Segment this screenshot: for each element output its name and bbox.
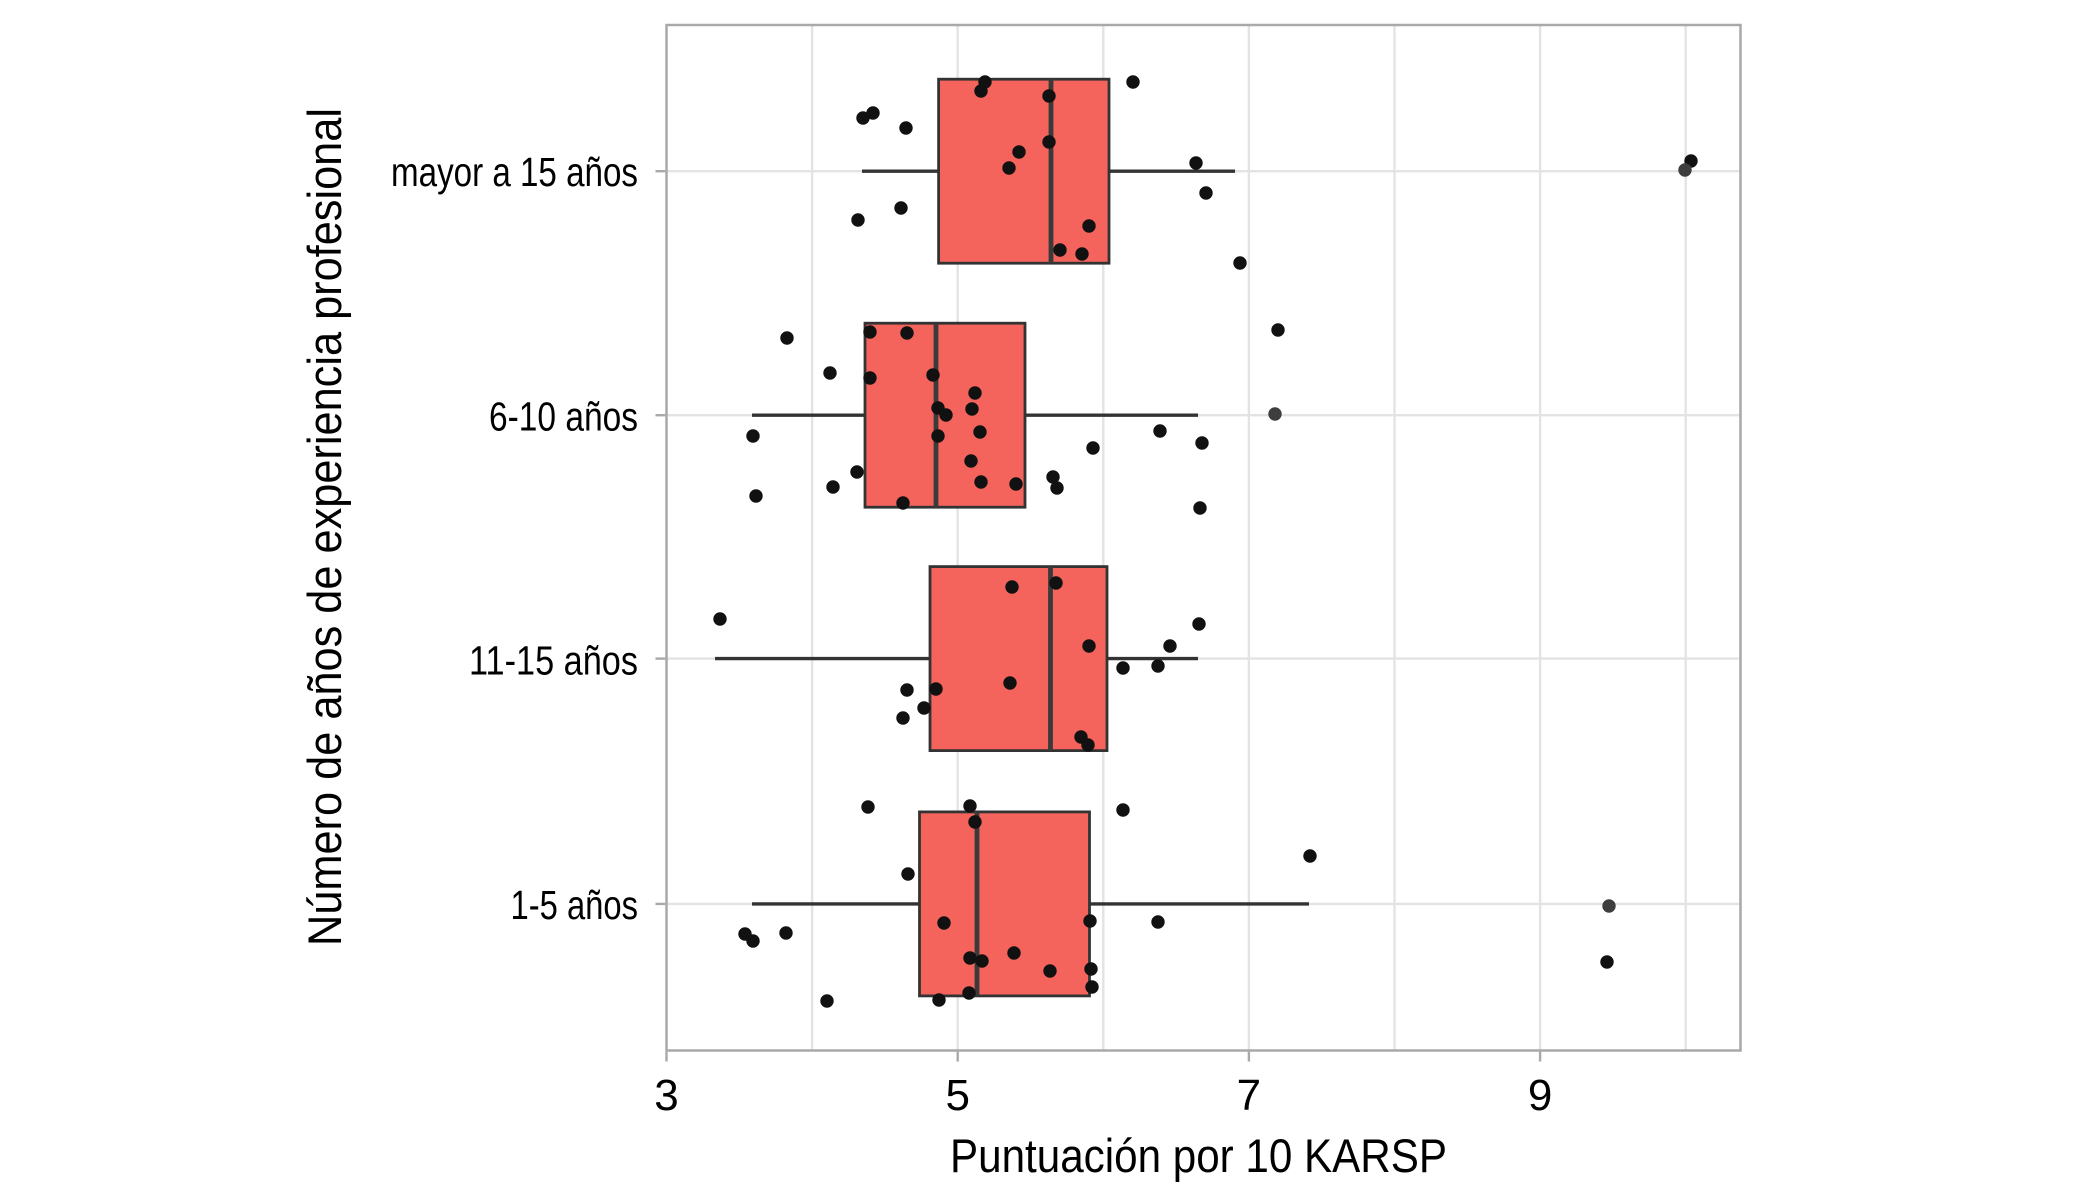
svg-text:7: 7 [1237, 1071, 1261, 1120]
svg-text:mayor a 15 años: mayor a 15 años [391, 149, 638, 195]
svg-text:1-5 años: 1-5 años [511, 882, 639, 928]
svg-text:9: 9 [1528, 1071, 1552, 1120]
svg-text:5: 5 [945, 1071, 969, 1120]
svg-text:6-10 años: 6-10 años [489, 393, 638, 439]
svg-text:Puntuación por 10 KARSP: Puntuación por 10 KARSP [950, 1129, 1447, 1182]
svg-text:3: 3 [654, 1071, 678, 1120]
svg-text:Número de años de experiencia: Número de años de experiencia profesiona… [298, 108, 351, 946]
svg-text:11-15 años: 11-15 años [469, 638, 638, 684]
